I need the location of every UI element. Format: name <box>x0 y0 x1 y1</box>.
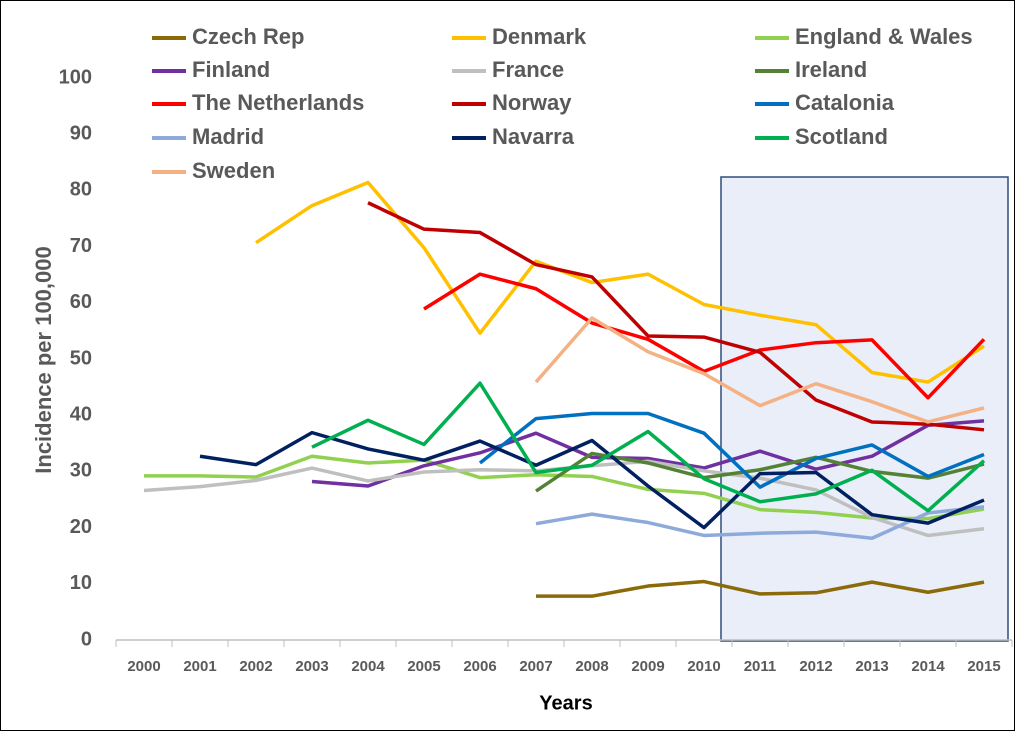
series-line <box>144 454 985 521</box>
x-tick-label: 2013 <box>855 658 888 675</box>
legend-label: Navarra <box>492 124 575 149</box>
series-line <box>311 381 986 513</box>
legend-label: Denmark <box>492 24 587 49</box>
y-tick-label: 40 <box>70 403 92 425</box>
legend-label: Sweden <box>192 158 275 183</box>
y-tick-label: 60 <box>70 291 92 313</box>
legend-label: England & Wales <box>795 24 973 49</box>
legend-label: The Netherlands <box>192 90 364 115</box>
legend-label: Ireland <box>795 57 867 82</box>
x-axis-title: Years <box>539 692 592 714</box>
y-tick-label: 10 <box>70 572 92 594</box>
y-tick-label: 70 <box>70 235 92 257</box>
x-tick-label: 2011 <box>744 658 777 675</box>
y-tick-label: 80 <box>70 179 92 201</box>
legend-label: Madrid <box>192 124 264 149</box>
x-tick-label: 2006 <box>463 658 496 675</box>
series-line <box>367 201 985 432</box>
x-tick-label: 2012 <box>799 658 832 675</box>
series-line <box>478 411 985 489</box>
y-tick-label: 90 <box>70 122 92 144</box>
x-tick-label: 2005 <box>407 658 440 675</box>
legend-label: Finland <box>192 57 270 82</box>
legend-label: Czech Rep <box>192 24 304 49</box>
x-tick-label: 2010 <box>687 658 720 675</box>
series-line <box>536 579 985 598</box>
y-axis-title: Incidence per 100,000 <box>31 246 56 473</box>
x-tick-label: 2008 <box>575 658 608 675</box>
x-tick-label: 2001 <box>183 658 216 675</box>
y-tick-label: 20 <box>70 516 92 538</box>
series-line <box>534 316 985 424</box>
series-line <box>423 272 986 400</box>
legend-label: Catalonia <box>795 90 895 115</box>
x-tick-label: 2003 <box>295 658 328 675</box>
legend-label: Scotland <box>795 124 888 149</box>
y-tick-label: 30 <box>70 460 92 482</box>
x-tick-label: 2000 <box>127 658 160 675</box>
x-tick-label: 2009 <box>631 658 664 675</box>
x-tick-label: 2015 <box>967 658 1000 675</box>
series-line <box>311 419 985 488</box>
legend-label: France <box>492 57 564 82</box>
y-tick-label: 0 <box>81 628 92 650</box>
x-tick-label: 2007 <box>519 658 552 675</box>
x-tick-label: 2002 <box>239 658 272 675</box>
highlight-box <box>720 176 1009 642</box>
x-tick-label: 2004 <box>351 658 385 675</box>
y-tick-label: 100 <box>59 66 92 88</box>
x-tick-label: 2014 <box>911 658 945 675</box>
y-tick-label: 50 <box>70 347 92 369</box>
legend-label: Norway <box>492 90 572 115</box>
series-line <box>255 180 985 384</box>
